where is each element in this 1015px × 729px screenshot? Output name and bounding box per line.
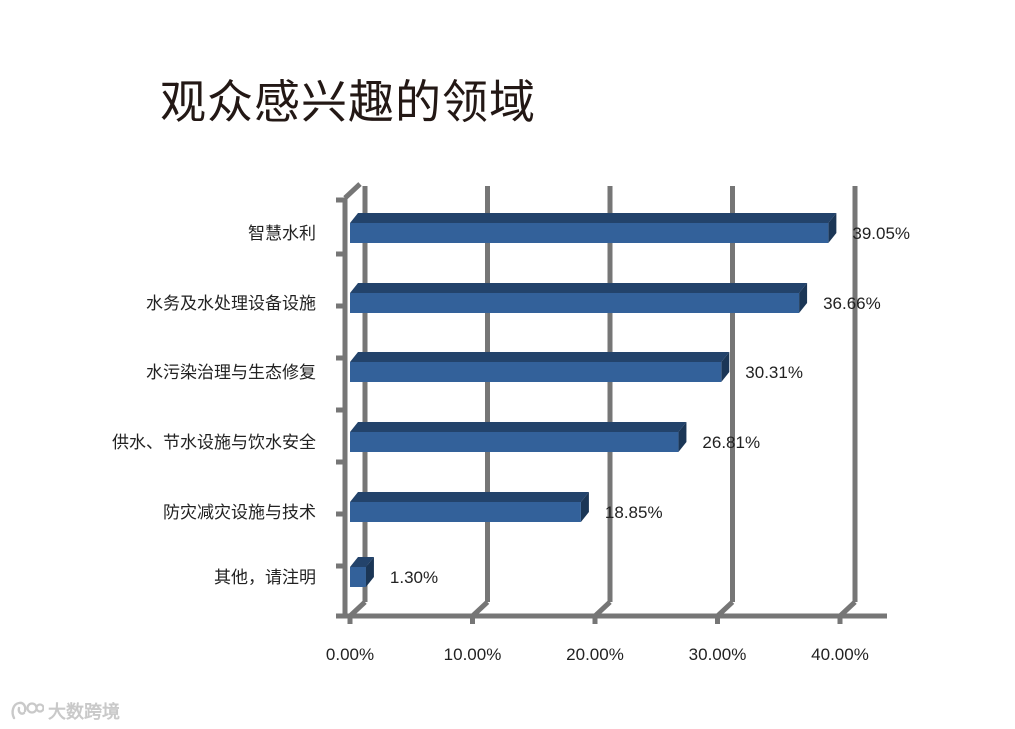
bar-side-face (678, 422, 687, 452)
bar-top-face (350, 352, 730, 362)
category-label: 其他，请注明 (214, 568, 316, 588)
bar-front-face (350, 223, 829, 243)
value-label: 1.30% (390, 568, 438, 587)
page-title: 观众感兴趣的领域 (160, 75, 536, 129)
label-layer: 0.00% 10.00% 20.00% 30.00% 40.00% 39.05% 智慧水利 3… (112, 224, 910, 664)
grid-layer (336, 182, 887, 624)
bar (350, 352, 730, 382)
x-tick-label: 30.00% (689, 645, 747, 664)
bar-front-face (350, 567, 366, 587)
category-label: 水污染治理与生态修复 (146, 363, 316, 383)
watermark-text: 大数跨境 (48, 702, 120, 723)
x-tick-label: 20.00% (566, 645, 624, 664)
bar (350, 283, 808, 313)
bar-front-face (350, 293, 800, 313)
category-label: 水务及水处理设备设施 (146, 294, 316, 314)
bar-side-face (828, 213, 837, 243)
bar-front-face (350, 432, 679, 452)
category-label: 供水、节水设施与饮水安全 (112, 433, 316, 453)
value-label: 36.66% (823, 294, 881, 313)
category-label: 智慧水利 (248, 224, 316, 244)
value-label: 26.81% (702, 433, 760, 452)
bar-side-face (721, 352, 730, 382)
bar-top-face (350, 492, 589, 502)
bar (350, 557, 374, 587)
x-tick-label: 0.00% (326, 645, 374, 664)
cat-logo-icon (11, 701, 44, 720)
bar-top-face (350, 422, 687, 432)
bar-front-face (350, 362, 722, 382)
bar-layer (350, 213, 837, 587)
bar (350, 422, 687, 452)
bar (350, 213, 837, 243)
y-axis-top-edge (343, 182, 362, 200)
category-label: 防灾减灾设施与技术 (163, 503, 316, 523)
bar-side-face (799, 283, 808, 313)
value-label: 18.85% (605, 503, 663, 522)
value-label: 30.31% (745, 363, 803, 382)
bar-side-face (365, 557, 374, 587)
watermark: 大数跨境 (10, 698, 120, 724)
x-tick-label: 40.00% (811, 645, 869, 664)
x-tick-label: 10.00% (444, 645, 502, 664)
bar-top-face (350, 213, 837, 223)
bar-front-face (350, 502, 581, 522)
bar-side-face (580, 492, 589, 522)
bar (350, 492, 589, 522)
value-label: 39.05% (852, 224, 910, 243)
bar-top-face (350, 283, 808, 293)
bar-top-face (350, 557, 374, 567)
